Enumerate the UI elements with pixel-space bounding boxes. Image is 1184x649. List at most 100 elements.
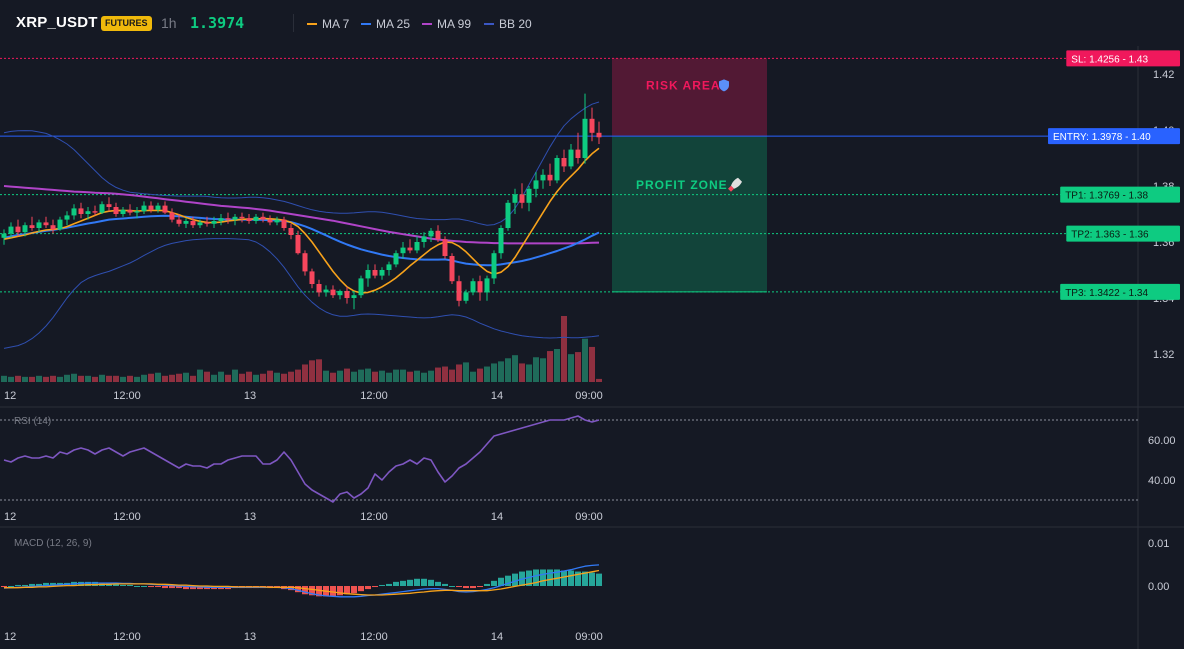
candle[interactable]: [582, 93, 588, 164]
candle[interactable]: [239, 212, 245, 223]
candle[interactable]: [351, 291, 357, 310]
candle[interactable]: [365, 264, 371, 287]
candle[interactable]: [253, 214, 259, 224]
candle[interactable]: [281, 216, 287, 231]
candle[interactable]: [540, 169, 546, 189]
candle[interactable]: [456, 275, 462, 307]
candle[interactable]: [302, 250, 308, 276]
candle[interactable]: [484, 275, 490, 301]
candle[interactable]: [316, 279, 322, 297]
candle[interactable]: [344, 286, 350, 304]
candle[interactable]: [330, 285, 336, 298]
candle[interactable]: [379, 267, 385, 280]
candle[interactable]: [274, 216, 280, 226]
candle[interactable]: [288, 223, 294, 240]
level-badge-tp2[interactable]: [1066, 225, 1180, 242]
volume-bar: [393, 369, 399, 382]
candle[interactable]: [554, 155, 560, 184]
candle[interactable]: [22, 222, 28, 237]
candle[interactable]: [407, 239, 413, 254]
candle[interactable]: [267, 215, 273, 226]
candle[interactable]: [421, 232, 427, 248]
candle[interactable]: [57, 216, 63, 231]
candle[interactable]: [295, 230, 301, 255]
legend-ma25[interactable]: MA 25: [361, 17, 410, 31]
legend-bb20[interactable]: BB 20: [484, 17, 532, 31]
candle[interactable]: [323, 285, 329, 297]
symbol-title[interactable]: XRP_USDT: [16, 14, 98, 31]
candle[interactable]: [162, 201, 168, 214]
candle[interactable]: [134, 207, 140, 219]
candle[interactable]: [309, 268, 315, 289]
legend-ma7[interactable]: MA 7: [307, 17, 349, 31]
candle[interactable]: [589, 107, 595, 142]
candle[interactable]: [414, 236, 420, 254]
candle[interactable]: [358, 275, 364, 298]
candle[interactable]: [183, 218, 189, 228]
candle[interactable]: [449, 253, 455, 284]
candle[interactable]: [64, 211, 70, 226]
candle[interactable]: [155, 202, 161, 213]
candle[interactable]: [85, 207, 91, 220]
candle[interactable]: [232, 214, 238, 226]
candle[interactable]: [372, 264, 378, 279]
candle[interactable]: [190, 216, 196, 228]
candle[interactable]: [211, 216, 217, 228]
candle[interactable]: [78, 202, 84, 219]
candle[interactable]: [498, 225, 504, 259]
candle[interactable]: [512, 188, 518, 214]
level-badge-tp1[interactable]: [1060, 186, 1180, 203]
candle[interactable]: [99, 201, 105, 214]
candle[interactable]: [337, 289, 343, 300]
candle[interactable]: [386, 261, 392, 276]
candle[interactable]: [148, 201, 154, 213]
candle[interactable]: [477, 275, 483, 301]
interval-selector[interactable]: 1h: [161, 15, 177, 31]
legend-ma99[interactable]: MA 99: [422, 17, 471, 31]
candle[interactable]: [1, 229, 7, 245]
candle[interactable]: [71, 204, 77, 220]
level-badge-sl[interactable]: [1066, 50, 1180, 67]
candle[interactable]: [204, 216, 210, 227]
candle[interactable]: [561, 149, 567, 172]
candle[interactable]: [113, 202, 119, 217]
candle[interactable]: [120, 207, 126, 217]
candle[interactable]: [400, 242, 406, 259]
candle[interactable]: [393, 250, 399, 268]
candle[interactable]: [50, 219, 56, 234]
candle[interactable]: [197, 219, 203, 228]
candle[interactable]: [435, 225, 441, 242]
candle[interactable]: [127, 204, 133, 216]
candle[interactable]: [246, 214, 252, 224]
candle[interactable]: [463, 289, 469, 304]
macd-signal-line: [4, 569, 600, 596]
candle[interactable]: [547, 163, 553, 186]
candle[interactable]: [470, 278, 476, 296]
candle[interactable]: [442, 236, 448, 259]
candle[interactable]: [8, 222, 14, 238]
candle[interactable]: [106, 197, 112, 212]
candle[interactable]: [36, 219, 42, 233]
candle[interactable]: [596, 121, 602, 144]
candle[interactable]: [505, 200, 511, 231]
candle[interactable]: [92, 205, 98, 216]
candle[interactable]: [428, 228, 434, 242]
candle[interactable]: [141, 201, 147, 214]
candle[interactable]: [568, 144, 574, 170]
candle[interactable]: [533, 172, 539, 198]
candle[interactable]: [169, 208, 175, 223]
candle[interactable]: [519, 183, 525, 209]
candle[interactable]: [260, 212, 266, 223]
candle[interactable]: [176, 214, 182, 227]
level-badge-entry[interactable]: [1048, 128, 1180, 145]
candle[interactable]: [29, 216, 35, 231]
candle[interactable]: [218, 214, 224, 226]
level-badge-tp3[interactable]: [1060, 283, 1180, 300]
candle[interactable]: [225, 212, 231, 224]
candle[interactable]: [575, 132, 581, 164]
candle[interactable]: [526, 186, 532, 212]
candle[interactable]: [15, 219, 21, 237]
candle[interactable]: [43, 216, 49, 228]
candle[interactable]: [491, 250, 497, 284]
